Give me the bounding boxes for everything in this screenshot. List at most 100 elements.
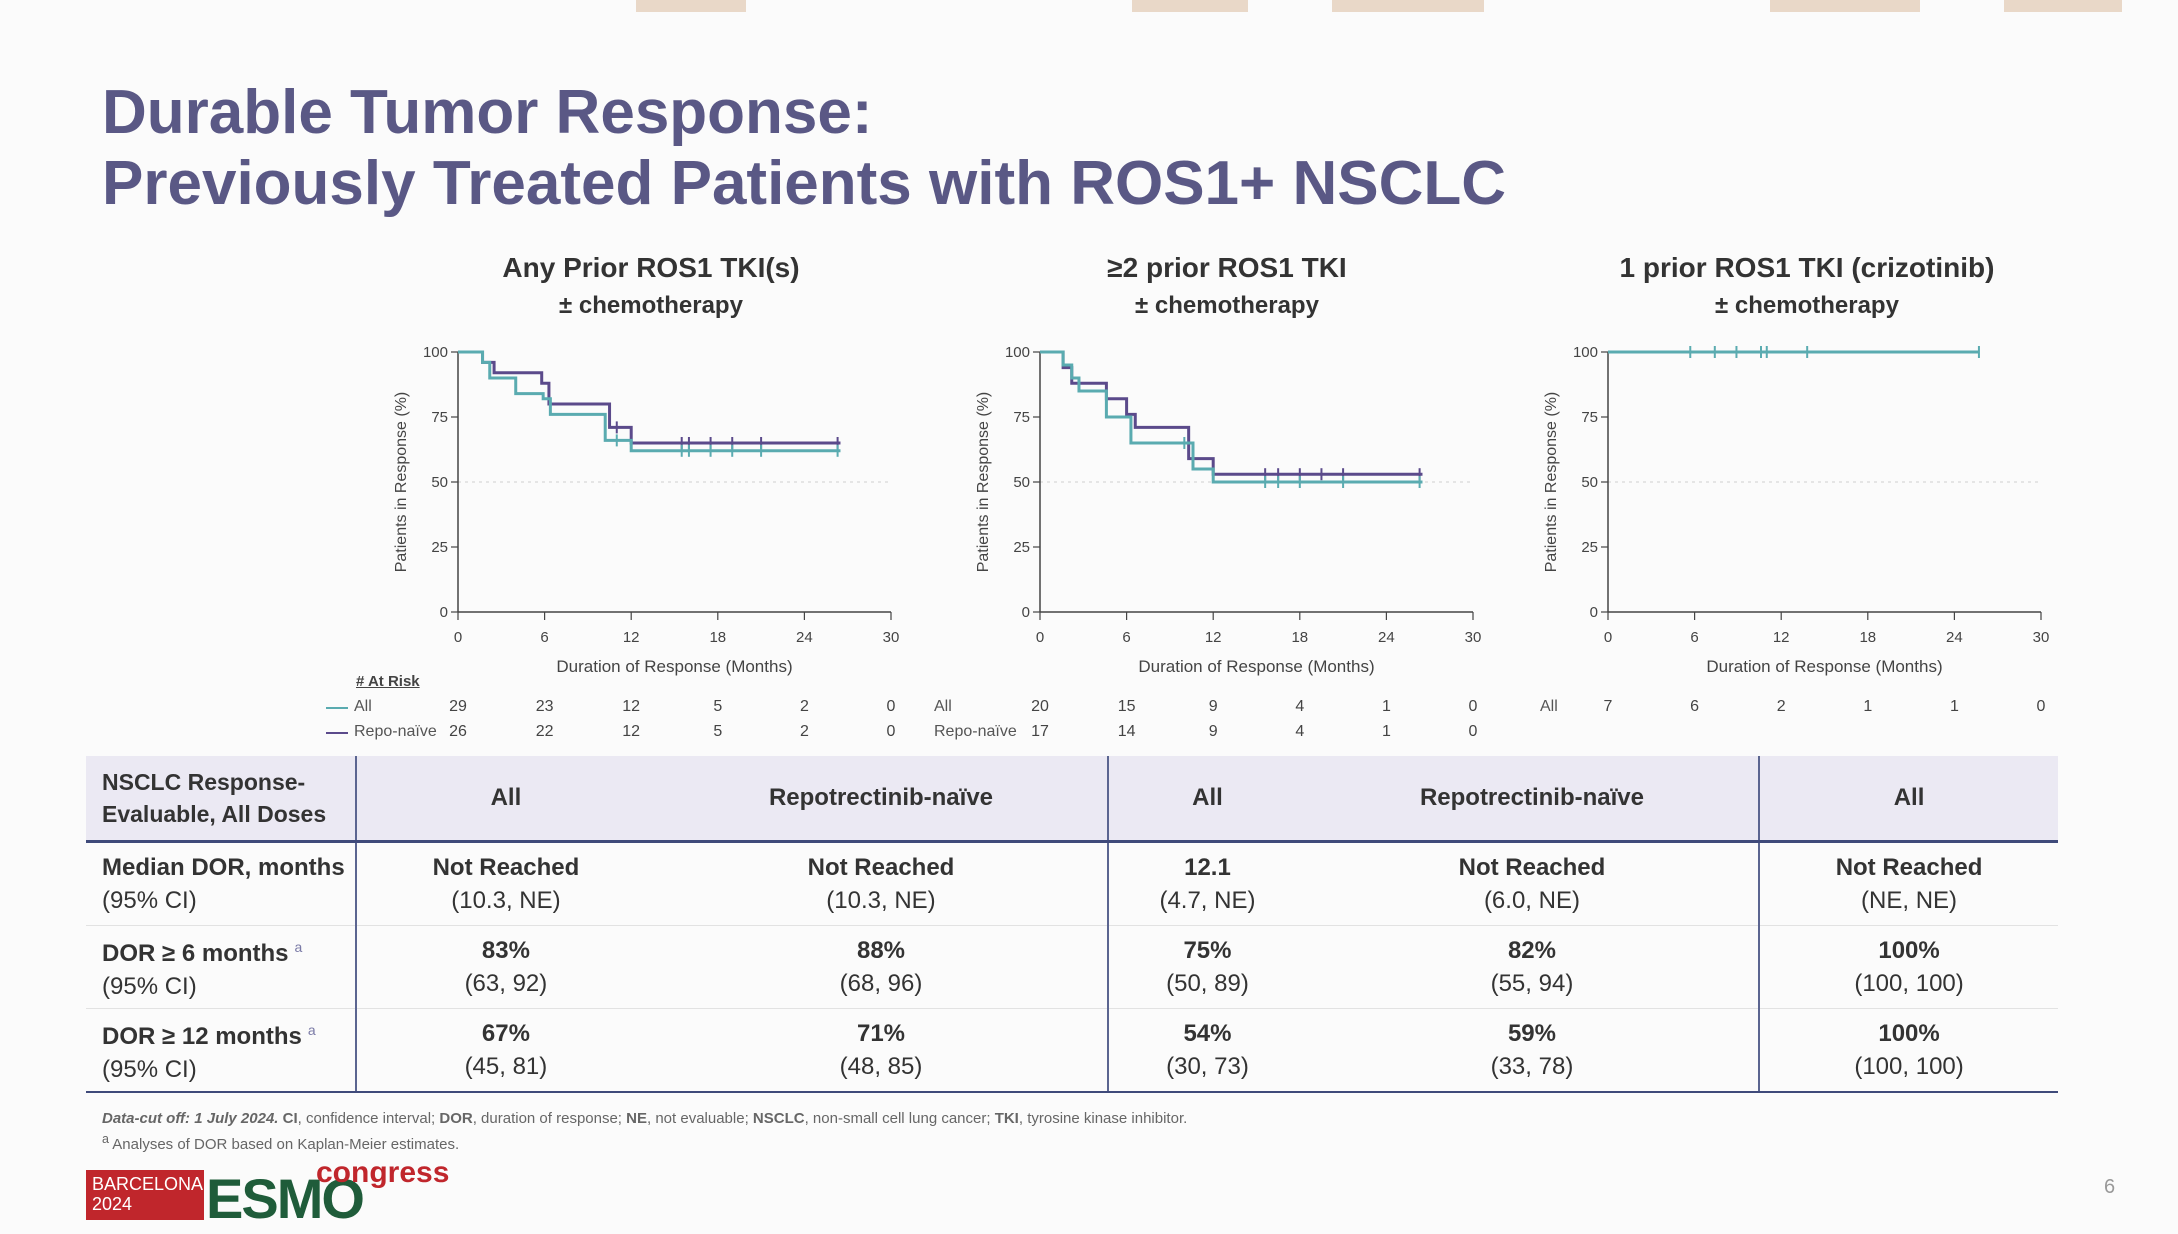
top-decor-strip-5 (2004, 0, 2122, 12)
at-risk-value: 0 (886, 723, 896, 740)
at-risk-value: 5 (713, 723, 723, 740)
row-label: DOR ≥ 12 months a (95% CI) (86, 1008, 357, 1093)
table-cell: 12.1 (4.7, NE) (1108, 841, 1306, 926)
cell-ci: (30, 73) (1166, 1053, 1249, 1080)
col-header-all-3: All (1759, 756, 2058, 843)
at-risk-value: 0 (1468, 723, 1478, 740)
x-tick-label: 30 (883, 629, 900, 646)
y-axis-label: Patients in Response (%) (975, 392, 992, 573)
at-risk-value: 23 (535, 698, 554, 715)
row-label: DOR ≥ 6 months a (95% CI) (86, 925, 357, 1009)
table-row: Median DOR, months (95% CI) Not Reached (10… (86, 841, 2058, 926)
footnote-a: a Analyses of DOR based on Kaplan-Meier … (102, 1132, 459, 1153)
cell-value: 88% (856, 937, 906, 964)
y-tick-label: 75 (1581, 409, 1598, 426)
top-decor-strip-3 (1332, 0, 1484, 12)
abbr-definition: , non-small cell lung cancer; (804, 1110, 995, 1127)
table-cell: 100% (100, 100) (1759, 1008, 2058, 1093)
cell-value: 12.1 (1184, 854, 1231, 881)
col-header-all-1: All (356, 756, 655, 843)
at-risk-value: 4 (1295, 698, 1305, 715)
barcelona-2024-badge: BARCELONA 2024 (86, 1170, 204, 1220)
at-risk-value: 26 (449, 723, 467, 740)
esmo-logo: ESMO (206, 1167, 365, 1230)
at-risk-row-label: All (1540, 698, 1558, 715)
table-cell: 59% (33, 78) (1305, 1008, 1761, 1093)
logo-city: BARCELONA (92, 1174, 204, 1194)
cell-value: 67% (481, 1020, 530, 1047)
chart1-heading: Any Prior ROS1 TKI(s) ± chemotherapy (351, 252, 951, 320)
row-label-footnote-marker: a (294, 939, 303, 955)
at-risk-header: # At Risk (356, 673, 420, 690)
y-tick-label: 75 (431, 409, 448, 426)
cell-ci: (63, 92) (464, 970, 548, 997)
abbr-term: DOR (439, 1110, 473, 1127)
col-header-naive-2: Repotrectinib-naïve (1305, 756, 1761, 843)
cell-ci: (6.0, NE) (1483, 887, 1580, 914)
cell-value: 54% (1183, 1020, 1232, 1047)
table-cell: Not Reached (10.3, NE) (654, 841, 1110, 926)
footnote-cutoff: Data-cut off: 1 July 2024. (102, 1110, 279, 1127)
x-tick-label: 12 (1773, 629, 1790, 646)
at-risk-value: 1 (1949, 698, 1959, 715)
at-risk-value: 12 (622, 723, 641, 740)
at-risk-value: 14 (1117, 723, 1136, 740)
row-label-main: Median DOR, months (102, 854, 345, 881)
table-cell: Not Reached (6.0, NE) (1305, 841, 1761, 926)
cell-ci: (100, 100) (1854, 970, 1964, 997)
km-curve-repo-na-ve (1040, 350, 1423, 476)
row-label-sub: (95% CI) (102, 1056, 197, 1083)
col-header-naive-1: Repotrectinib-naïve (654, 756, 1110, 843)
row-label-sub: (95% CI) (102, 887, 197, 914)
chart1-title: Any Prior ROS1 TKI(s) (502, 252, 800, 283)
cell-value: 71% (856, 1020, 906, 1047)
abbr-definition: , confidence interval; (297, 1110, 440, 1127)
slide-title-line2: Previously Treated Patients with ROS1+ N… (102, 149, 1507, 218)
table-header-rowhead: NSCLC Response-Evaluable, All Doses (86, 756, 357, 843)
cell-value: 100% (1878, 937, 1940, 964)
table-cell: 67% (45, 81) (356, 1008, 655, 1093)
at-risk-value: 4 (1295, 723, 1305, 740)
cell-ci: (4.7, NE) (1159, 887, 1256, 914)
y-tick-label: 100 (1005, 344, 1030, 361)
table-cell: Not Reached (10.3, NE) (356, 841, 655, 926)
chart3-title: 1 prior ROS1 TKI (crizotinib) (1619, 252, 1995, 283)
congress-wordmark: congress (316, 1156, 450, 1189)
at-risk-value: 1 (1863, 698, 1873, 715)
row-label: Median DOR, months (95% CI) (86, 841, 357, 926)
footnote-abbr-list: CI, confidence interval; DOR, duration o… (283, 1110, 1188, 1127)
chart2-subtitle: ± chemotherapy (1135, 292, 1319, 319)
x-tick-label: 18 (709, 629, 726, 646)
table-cell: Not Reached (NE, NE) (1759, 841, 2058, 926)
y-axis-label: Patients in Response (%) (393, 392, 410, 573)
footnote-a-marker: a (102, 1132, 109, 1146)
x-tick-label: 0 (1604, 629, 1612, 646)
at-risk-value: 1 (1381, 698, 1391, 715)
x-tick-label: 18 (1291, 629, 1308, 646)
x-tick-label: 12 (623, 629, 640, 646)
at-risk-row-label: All (934, 698, 952, 715)
table-cell: 82% (55, 94) (1305, 925, 1761, 1009)
top-decor-strip-4 (1770, 0, 1920, 12)
at-risk-value: 9 (1208, 698, 1218, 715)
at-risk-value: 12 (622, 698, 641, 715)
abbr-term: CI (282, 1110, 298, 1127)
cell-ci: (68, 96) (839, 970, 923, 997)
y-tick-label: 50 (431, 474, 448, 491)
cell-ci: (55, 94) (1490, 970, 1574, 997)
x-axis-label: Duration of Response (Months) (556, 657, 792, 676)
cell-value: Not Reached (432, 854, 580, 881)
cell-value: 100% (1878, 1020, 1940, 1047)
x-tick-label: 30 (2033, 629, 2050, 646)
y-tick-label: 100 (423, 344, 448, 361)
x-tick-label: 24 (1378, 629, 1395, 646)
at-risk-value: 0 (1468, 698, 1478, 715)
cell-value: 82% (1507, 937, 1556, 964)
at-risk-value: 5 (713, 698, 723, 715)
cell-value: 75% (1183, 937, 1232, 964)
km-curve-repo-na-ve (458, 350, 841, 445)
y-tick-label: 0 (1022, 604, 1030, 621)
at-risk-value: 0 (886, 698, 896, 715)
table-cell: 83% (63, 92) (356, 925, 655, 1009)
y-tick-label: 0 (1590, 604, 1598, 621)
